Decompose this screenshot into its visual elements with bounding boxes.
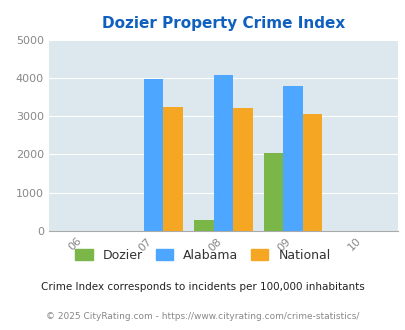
- Bar: [143, 79, 163, 231]
- Bar: [283, 86, 302, 231]
- Bar: [194, 219, 213, 231]
- Bar: [232, 108, 252, 231]
- Bar: [163, 107, 182, 231]
- Bar: [263, 152, 283, 231]
- Legend: Dozier, Alabama, National: Dozier, Alabama, National: [70, 244, 335, 267]
- Title: Dozier Property Crime Index: Dozier Property Crime Index: [101, 16, 344, 31]
- Bar: [302, 114, 322, 231]
- Bar: [213, 75, 232, 231]
- Text: © 2025 CityRating.com - https://www.cityrating.com/crime-statistics/: © 2025 CityRating.com - https://www.city…: [46, 312, 359, 321]
- Text: Crime Index corresponds to incidents per 100,000 inhabitants: Crime Index corresponds to incidents per…: [41, 282, 364, 292]
